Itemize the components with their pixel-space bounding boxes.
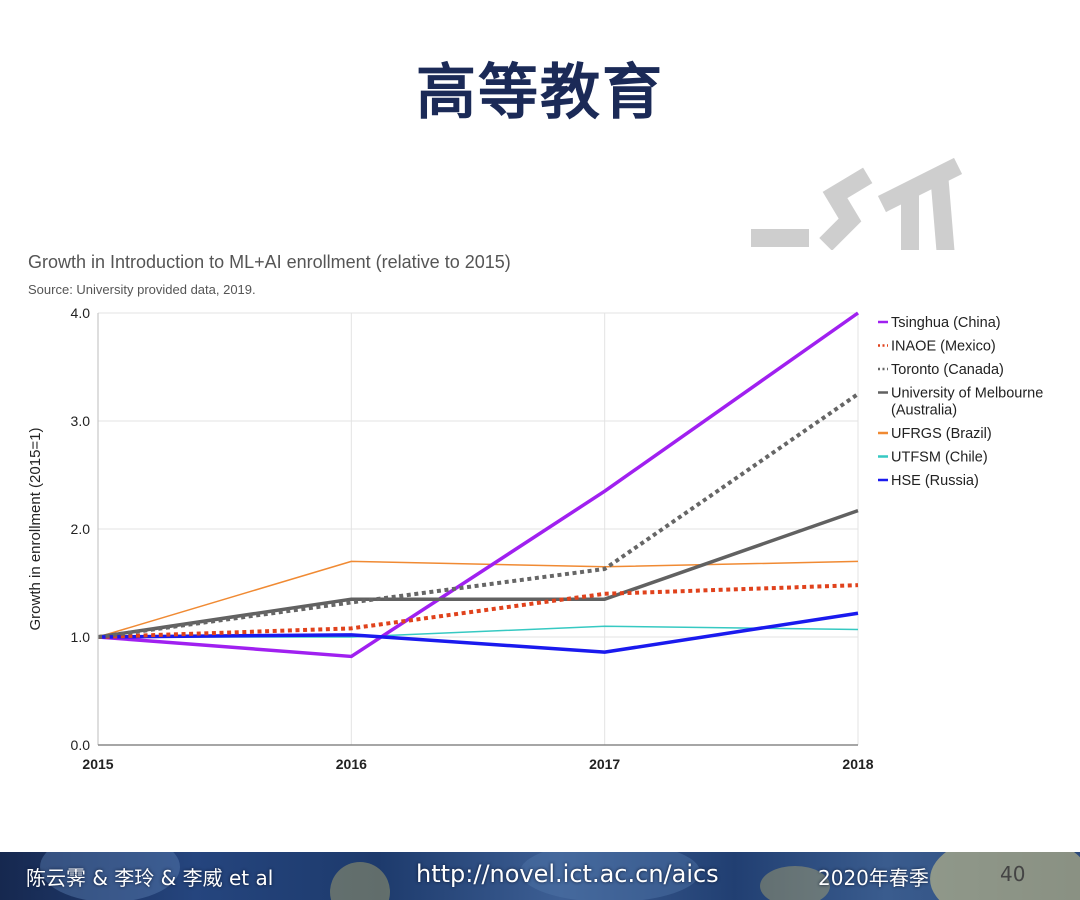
y-axis-label: Growth in enrollment (2015=1) (27, 427, 44, 630)
legend-label: University of Melbourne (Australia) (891, 386, 1043, 419)
series-line-4 (97, 560, 859, 638)
chart-title: Growth in Introduction to ML+AI enrollme… (28, 252, 511, 272)
series-line-3 (97, 508, 859, 639)
x-tick-label: 2017 (589, 756, 620, 772)
watermark-logo (740, 140, 1000, 250)
footer-url[interactable]: http://novel.ict.ac.cn/aics (416, 860, 719, 888)
footer-authors: 陈云霁 & 李玲 & 李威 et al (26, 866, 274, 890)
axes: 0.0 1.0 2.0 3.0 4.0 2015 2016 2017 2018 Growth in… (27, 305, 874, 772)
series-line-1 (97, 583, 859, 639)
legend-label: UTFSM (Chile) (891, 450, 988, 466)
y-tick-label: 4.0 (71, 305, 91, 321)
line-chart: 0.0 1.0 2.0 3.0 4.0 2015 2016 2017 2018 Growth in… (27, 305, 1043, 772)
chart-subtitle: Source: University provided data, 2019. (28, 282, 256, 297)
x-tick-label: 2018 (842, 756, 873, 772)
series-line-0 (97, 311, 860, 659)
legend-label: Tsinghua (China) (891, 315, 1001, 331)
y-tick-label: 2.0 (71, 521, 91, 537)
legend-label: INAOE (Mexico) (891, 339, 996, 355)
footer-bar: 陈云霁 & 李玲 & 李威 et al http://novel.ict.ac.… (0, 852, 1080, 900)
legend-label: Toronto (Canada) (891, 362, 1004, 378)
grid (97, 312, 859, 746)
legend-label: UFRGS (Brazil) (891, 426, 992, 442)
legend-label: HSE (Russia) (891, 473, 979, 489)
y-tick-label: 3.0 (71, 413, 91, 429)
x-tick-label: 2015 (82, 756, 113, 772)
page-number: 40 (1000, 862, 1026, 886)
y-tick-label: 0.0 (71, 737, 91, 753)
x-tick-label: 2016 (336, 756, 367, 772)
series-lines (97, 311, 860, 659)
y-tick-label: 1.0 (71, 629, 91, 645)
series-line-6 (97, 611, 859, 654)
series-line-2 (97, 392, 860, 639)
slide-title: 高等教育 (416, 58, 664, 128)
legend: Tsinghua (China) INAOE (Mexico) Toronto (C… (878, 315, 1043, 489)
footer-term: 2020年春季 (818, 866, 929, 890)
